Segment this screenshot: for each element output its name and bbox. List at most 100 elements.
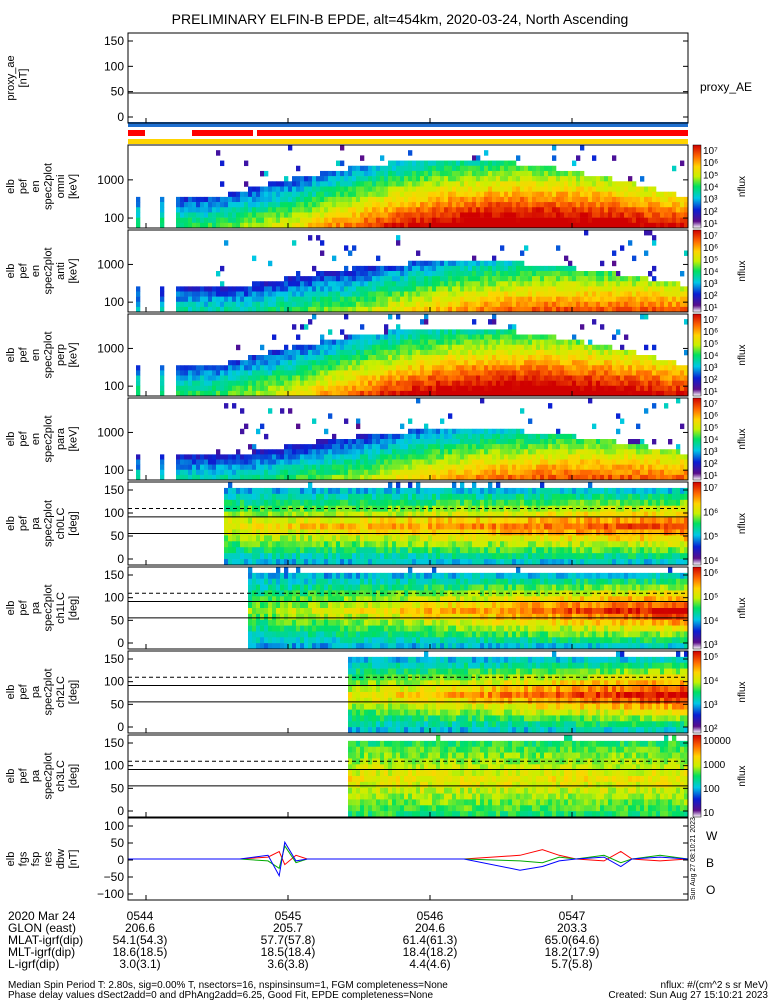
spec-cell xyxy=(400,165,405,172)
spec-cell xyxy=(480,454,485,460)
spec-cell xyxy=(388,314,393,320)
spec-cell xyxy=(268,464,273,471)
spec-cell xyxy=(396,464,401,471)
spec-cell xyxy=(344,334,349,340)
spec-cell xyxy=(356,385,361,392)
spec-cell xyxy=(200,474,205,481)
spec-cell xyxy=(400,385,405,392)
spec-cell xyxy=(460,329,465,335)
spec-cell xyxy=(536,344,541,351)
spec-cell xyxy=(248,222,253,229)
spec-cell xyxy=(224,403,229,409)
spec-cell xyxy=(264,380,269,387)
spec-cell xyxy=(480,390,485,397)
spec-cell xyxy=(404,296,409,303)
spec-cell xyxy=(408,196,413,203)
spec-cell xyxy=(532,170,537,177)
y-axis-label: pef xyxy=(18,262,30,278)
spec-cell xyxy=(280,207,285,213)
spec-cell xyxy=(224,385,229,392)
spec-cell xyxy=(488,191,493,198)
spec-cell xyxy=(452,433,457,440)
spec-cell xyxy=(224,469,229,476)
spec-cell xyxy=(488,355,493,361)
spec-cell xyxy=(284,449,289,455)
spec-cell xyxy=(536,217,541,224)
spec-cell xyxy=(228,291,233,297)
spec-cell xyxy=(532,439,537,445)
spec-cell xyxy=(512,170,517,177)
spec-cell xyxy=(672,390,677,397)
spec-cell xyxy=(536,170,541,177)
spec-cell xyxy=(420,222,425,229)
spec-cell xyxy=(352,339,357,346)
spec-cell xyxy=(416,301,421,308)
spec-cell xyxy=(520,296,525,303)
spec-cell xyxy=(580,355,585,361)
spec-cell xyxy=(228,360,233,366)
spec-cell xyxy=(624,444,629,450)
spec-cell xyxy=(420,385,425,392)
spec-cell xyxy=(544,217,549,224)
spec-cell xyxy=(256,474,261,481)
spec-cell xyxy=(600,222,605,229)
spec-cell xyxy=(428,181,433,187)
spec-cell xyxy=(344,418,349,424)
spec-cell xyxy=(604,207,609,213)
spec-cell xyxy=(336,344,341,351)
spec-cell xyxy=(208,454,213,460)
spec-cell xyxy=(652,202,657,208)
spec-cell xyxy=(440,464,445,471)
spec-cell xyxy=(348,170,353,177)
spec-cell xyxy=(676,469,681,476)
spec-cell xyxy=(412,281,417,287)
y-axis-label: omni xyxy=(55,175,67,199)
spec-cell xyxy=(272,291,277,297)
spec-cell xyxy=(672,360,677,366)
spec-cell xyxy=(204,370,209,376)
spec-cell xyxy=(424,291,429,297)
spec-cell xyxy=(360,349,365,356)
spec-cell xyxy=(556,339,561,346)
spec-cell xyxy=(504,459,509,465)
spec-cell xyxy=(332,217,337,224)
spec-cell xyxy=(472,301,477,308)
spec-cell xyxy=(280,301,285,308)
spec-cell xyxy=(252,390,257,397)
spec-cell xyxy=(348,449,353,455)
spec-cell xyxy=(328,444,333,450)
spec-cell xyxy=(604,439,609,445)
spec-cell xyxy=(528,385,533,392)
spec-cell xyxy=(644,385,649,392)
spec-cell xyxy=(296,474,301,481)
spec-cell xyxy=(604,286,609,292)
spec-cell xyxy=(424,191,429,198)
spec-cell xyxy=(384,360,389,366)
spec-cell xyxy=(276,186,281,192)
spec-cell xyxy=(548,186,553,192)
spec-cell xyxy=(208,291,213,297)
spec-cell xyxy=(384,301,389,308)
spec-cell xyxy=(384,444,389,450)
spec-cell xyxy=(176,202,181,208)
spec-cell xyxy=(508,191,513,198)
spec-cell xyxy=(328,329,333,335)
spec-cell xyxy=(340,329,345,335)
spec-cell xyxy=(492,439,497,445)
spec-cell xyxy=(284,349,289,356)
spec-cell xyxy=(336,306,341,313)
spec-cell xyxy=(528,375,533,381)
spec-cell xyxy=(448,464,453,471)
spec-cell xyxy=(652,306,657,313)
spec-cell xyxy=(292,375,297,381)
spec-cell xyxy=(272,296,277,303)
spec-cell xyxy=(420,433,425,440)
spec-cell xyxy=(476,464,481,471)
spec-cell xyxy=(380,375,385,381)
spec-cell xyxy=(428,349,433,356)
spec-cell xyxy=(660,365,665,371)
spec-cell xyxy=(540,271,545,277)
spec-cell xyxy=(652,296,657,303)
spec-cell xyxy=(604,349,609,356)
spec-cell xyxy=(444,260,449,267)
